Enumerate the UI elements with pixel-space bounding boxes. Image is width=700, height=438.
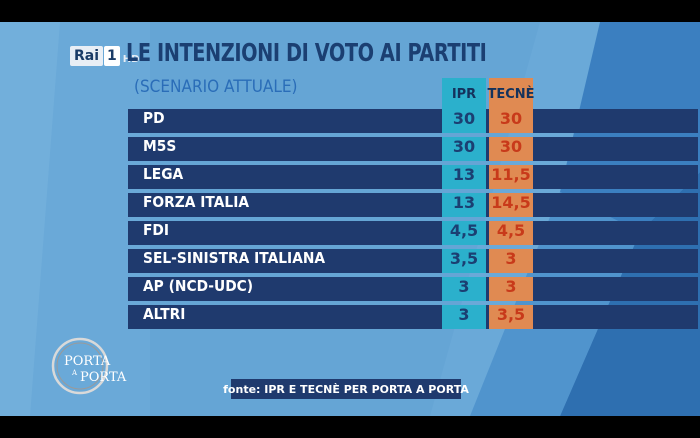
ipr-value: 3 (442, 305, 486, 329)
tecne-value: 3 (489, 249, 533, 273)
porta-logo-text: PORTA (64, 354, 111, 369)
tecne-value: 4,5 (489, 221, 533, 245)
table-row: AP (NCD-UDC) 3 3 (128, 277, 698, 301)
party-label: AP (NCD-UDC) (143, 277, 254, 295)
tecne-value: 3,5 (489, 305, 533, 329)
ipr-value: 30 (442, 137, 486, 161)
ipr-value: 13 (442, 193, 486, 217)
chart-subtitle: (SCENARIO ATTUALE) (134, 77, 298, 97)
tecne-value: 14,5 (489, 193, 533, 217)
porta-a-porta-logo: PORTA A PORTA (51, 337, 127, 395)
party-label: M5S (143, 137, 177, 155)
party-label: LEGA (143, 165, 184, 183)
table-row: LEGA 13 11,5 (128, 165, 698, 189)
column-header-ipr: IPR (442, 78, 486, 110)
channel-number: 1 (104, 46, 120, 66)
porta-logo-text: A (71, 369, 78, 377)
party-label: FORZA ITALIA (143, 193, 250, 211)
table-row: SEL-SINISTRA ITALIANA 3,5 3 (128, 249, 698, 273)
porta-logo-text: PORTA (80, 370, 127, 385)
chart-title: LE INTENZIONI DI VOTO AI PARTITI (126, 38, 487, 67)
ipr-value: 3 (442, 277, 486, 301)
channel-quality: HD (122, 53, 140, 65)
party-label: SEL-SINISTRA ITALIANA (143, 249, 326, 267)
tecne-value: 3 (489, 277, 533, 301)
source-caption: fonte: IPR E TECNÈ PER PORTA A PORTA (223, 379, 469, 399)
channel-name: Rai (70, 46, 104, 66)
column-header-tecne: TECNÈ (487, 78, 535, 110)
party-label: PD (143, 109, 165, 127)
tecne-value: 30 (489, 137, 533, 161)
tecne-value: 11,5 (489, 165, 533, 189)
party-label: ALTRI (143, 305, 186, 323)
table-row: PD 30 30 (128, 109, 698, 133)
table-row: ALTRI 3 3,5 (128, 305, 698, 329)
ipr-value: 4,5 (442, 221, 486, 245)
table-row: FORZA ITALIA 13 14,5 (128, 193, 698, 217)
table-row: M5S 30 30 (128, 137, 698, 161)
table-row: FDI 4,5 4,5 (128, 221, 698, 245)
decor-panel (0, 22, 60, 416)
broadcast-screen: Rai 1 HD LE INTENZIONI DI VOTO AI PARTIT… (0, 22, 700, 416)
tecne-value: 30 (489, 109, 533, 133)
ipr-value: 3,5 (442, 249, 486, 273)
party-label: FDI (143, 221, 170, 239)
ipr-value: 30 (442, 109, 486, 133)
decor-panel (470, 192, 640, 416)
channel-logo: Rai 1 HD (70, 46, 139, 66)
ipr-value: 13 (442, 165, 486, 189)
